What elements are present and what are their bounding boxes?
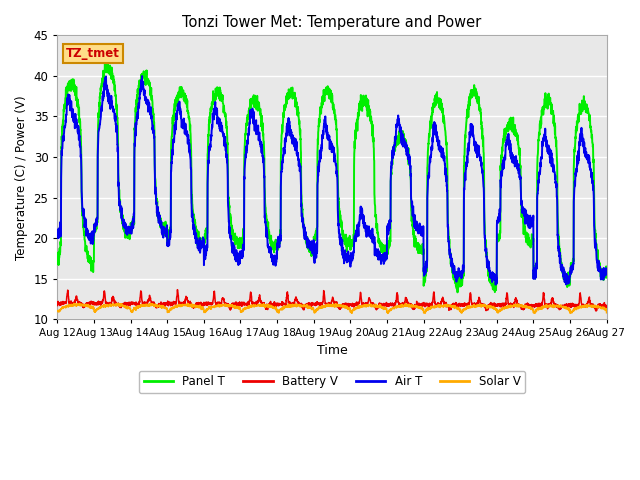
Panel T — [454, 289, 461, 295]
Title: Tonzi Tower Met: Temperature and Power: Tonzi Tower Met: Temperature and Power — [182, 15, 482, 30]
Solar V — [288, 302, 296, 308]
Air T — [592, 244, 600, 250]
Air T — [288, 138, 296, 144]
Solar V — [603, 310, 611, 316]
Y-axis label: Temperature (C) / Power (V): Temperature (C) / Power (V) — [15, 95, 28, 260]
Panel T — [264, 219, 272, 225]
Panel T — [592, 245, 600, 251]
Panel T — [603, 275, 611, 280]
Air T — [603, 269, 611, 275]
Solar V — [70, 300, 77, 306]
Line: Solar V: Solar V — [58, 303, 607, 313]
Battery V — [173, 287, 181, 293]
Battery V — [54, 302, 61, 308]
Text: TZ_tmet: TZ_tmet — [66, 48, 120, 60]
Panel T — [54, 261, 61, 266]
Air T — [149, 125, 157, 131]
Panel T — [101, 59, 109, 65]
Solar V — [116, 301, 124, 307]
Line: Battery V: Battery V — [58, 290, 607, 311]
Air T — [533, 263, 541, 269]
Panel T — [533, 259, 541, 264]
X-axis label: Time: Time — [317, 344, 348, 357]
Battery V — [592, 308, 600, 314]
Air T — [492, 282, 499, 288]
Solar V — [149, 301, 157, 307]
Battery V — [116, 305, 124, 311]
Battery V — [592, 307, 600, 312]
Panel T — [149, 107, 157, 112]
Legend: Panel T, Battery V, Air T, Solar V: Panel T, Battery V, Air T, Solar V — [139, 371, 525, 393]
Solar V — [384, 311, 392, 316]
Line: Air T: Air T — [58, 76, 607, 285]
Air T — [264, 244, 272, 250]
Battery V — [149, 301, 157, 307]
Battery V — [264, 302, 272, 308]
Line: Panel T: Panel T — [58, 62, 607, 292]
Solar V — [533, 306, 541, 312]
Panel T — [116, 203, 124, 209]
Air T — [116, 204, 124, 209]
Air T — [138, 73, 146, 79]
Solar V — [264, 303, 272, 309]
Battery V — [533, 303, 541, 309]
Air T — [54, 235, 61, 241]
Battery V — [288, 302, 296, 308]
Solar V — [592, 304, 600, 310]
Battery V — [603, 304, 611, 310]
Solar V — [54, 308, 61, 314]
Panel T — [288, 90, 296, 96]
